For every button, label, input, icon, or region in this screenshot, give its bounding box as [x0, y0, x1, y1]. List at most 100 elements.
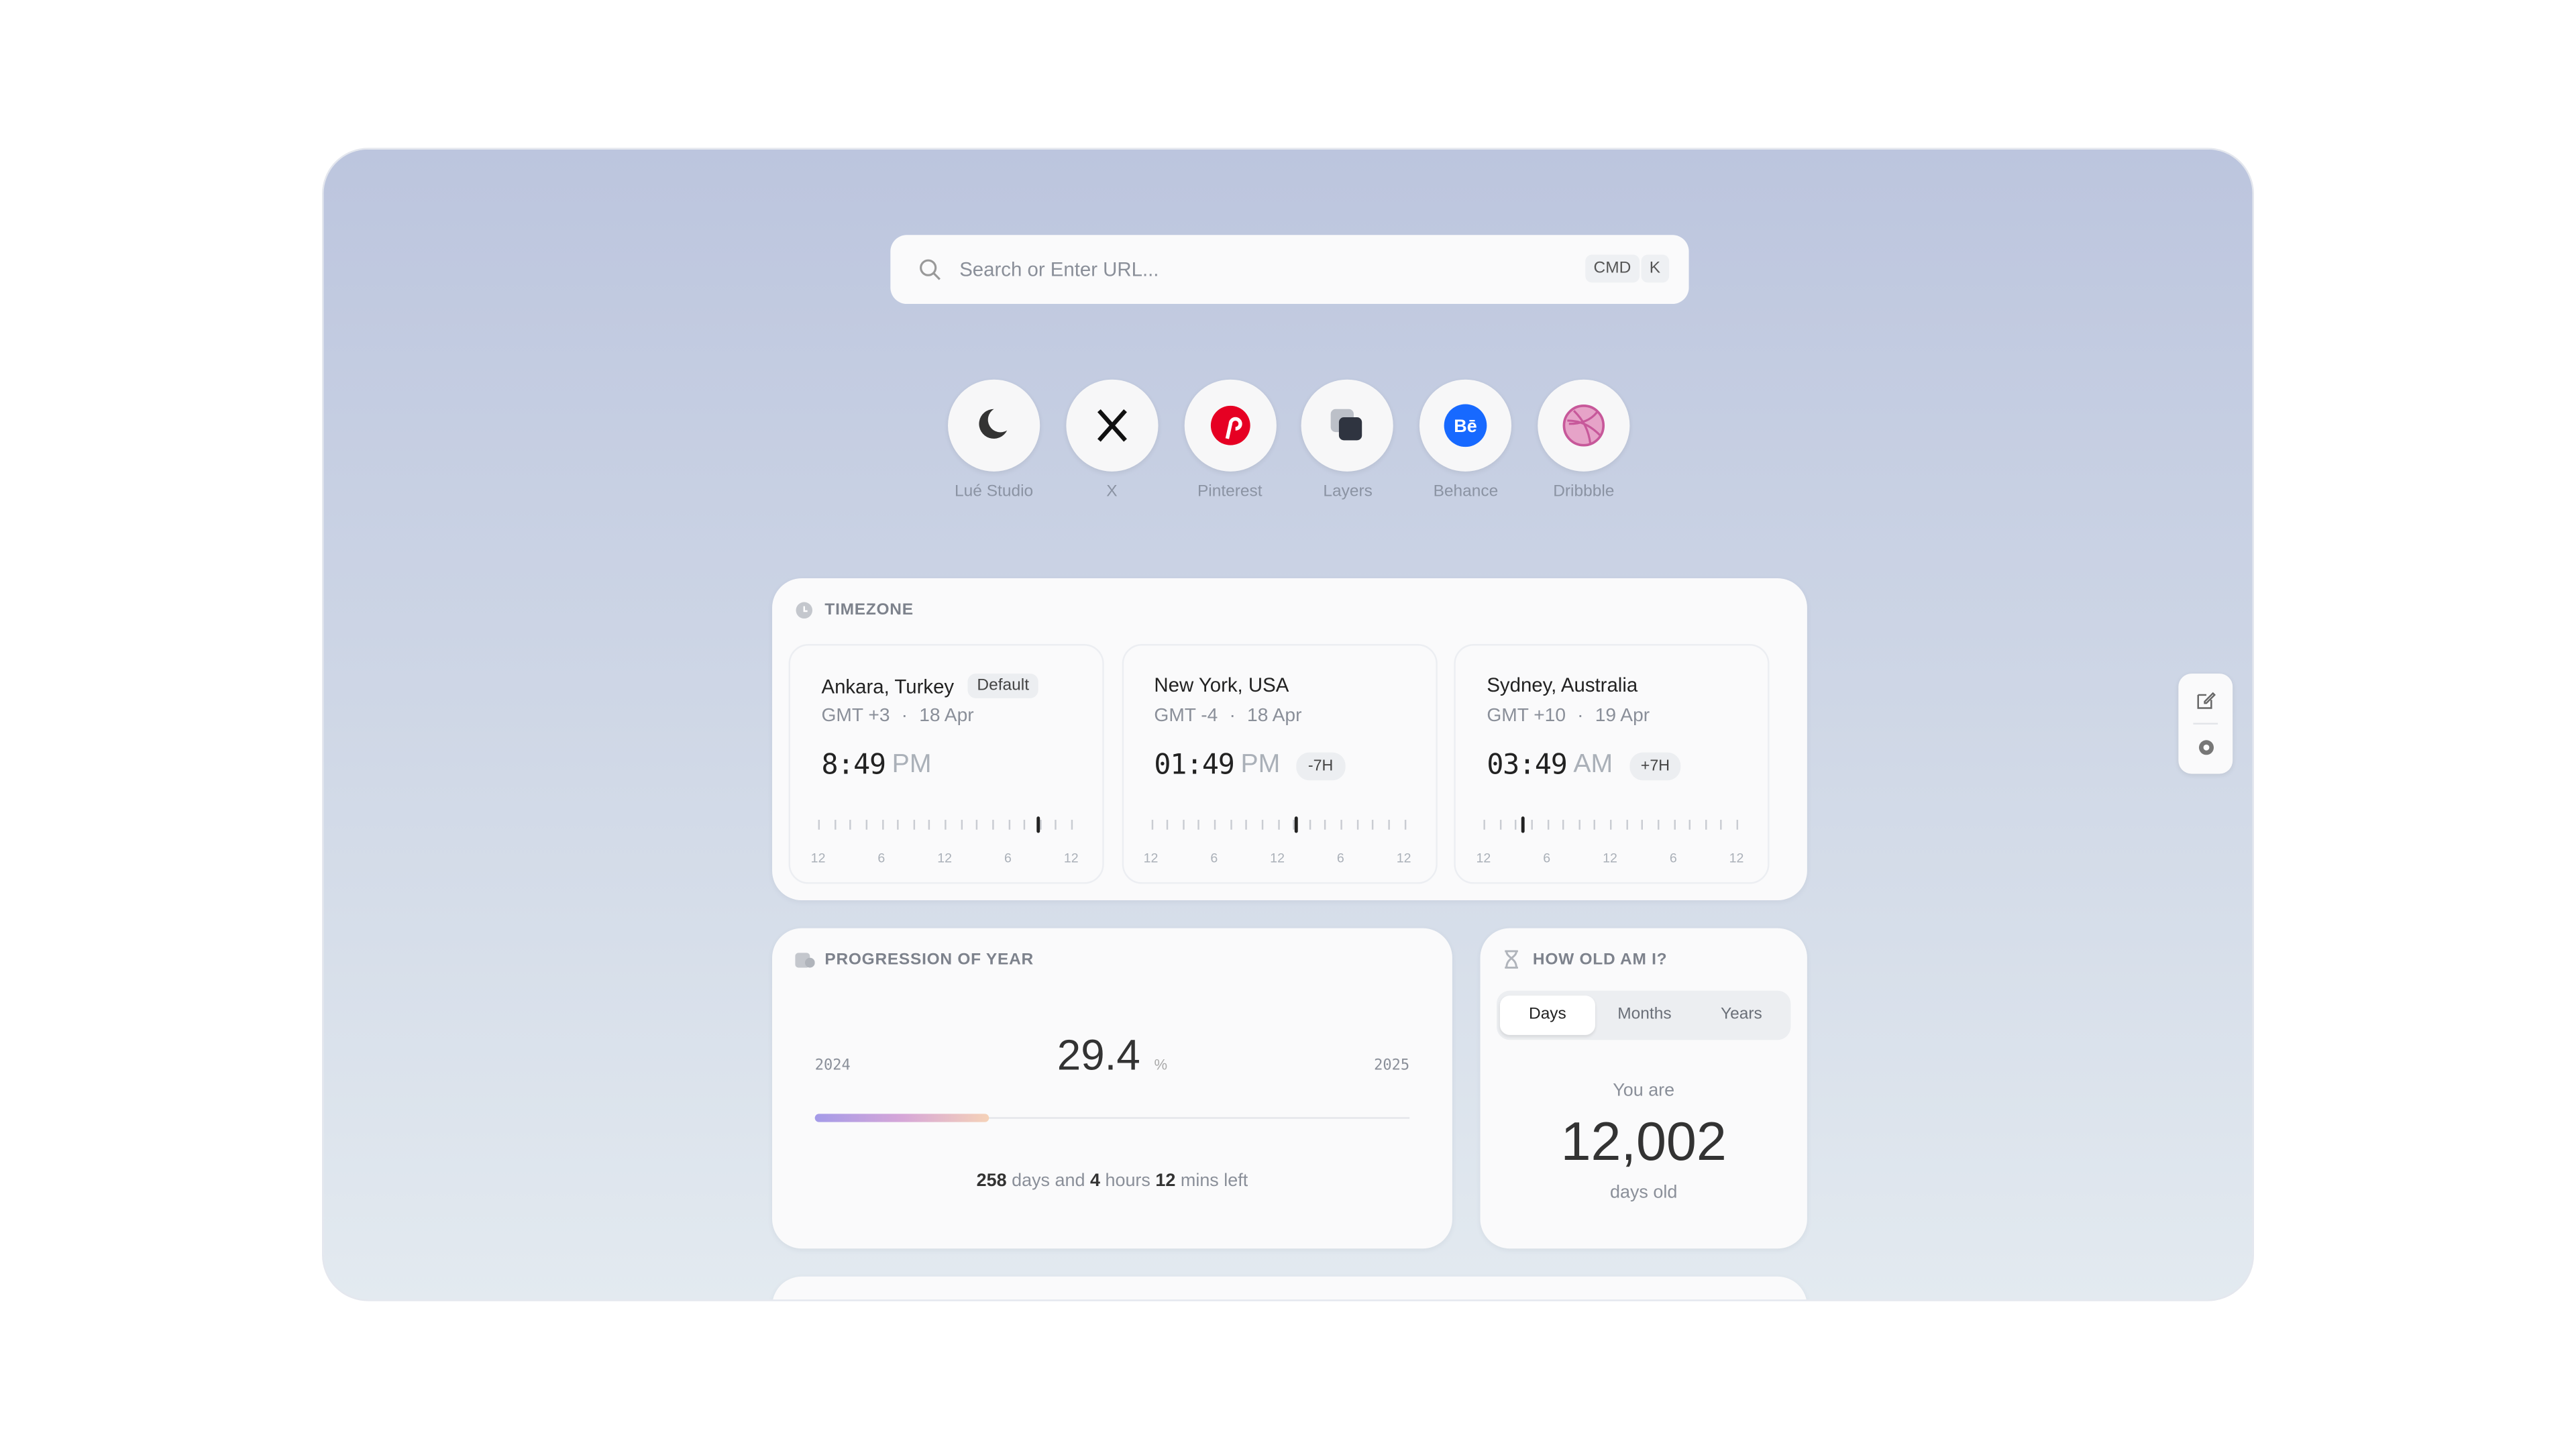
dial-tick — [1736, 820, 1739, 830]
dial-label: 12 — [810, 851, 826, 866]
search-icon — [920, 259, 941, 280]
side-toolbar — [2178, 674, 2233, 774]
time-row: 8:49 PM — [821, 749, 931, 782]
hourglass-icon — [1505, 950, 1518, 969]
shortcut-button[interactable] — [1183, 379, 1276, 472]
search-bar[interactable]: Search or Enter URL... CMD K — [890, 235, 1689, 305]
current-time-marker — [1295, 816, 1299, 833]
age-value: 12,002 — [1560, 1110, 1727, 1172]
dial-tick — [1657, 820, 1660, 830]
shortcut-label: X — [1106, 483, 1118, 501]
shortcut-label: Lué Studio — [955, 483, 1034, 501]
clock-icon — [796, 602, 813, 619]
dial-tick — [991, 820, 994, 830]
shortcut-icon — [1097, 409, 1127, 442]
dial-tick — [1372, 820, 1374, 830]
badge: Default — [967, 674, 1039, 698]
edit-button[interactable] — [2196, 690, 2216, 710]
period: AM — [1573, 751, 1613, 779]
dial-tick — [834, 820, 836, 830]
dial-label: 12 — [1063, 851, 1079, 866]
dial-tick — [1531, 820, 1533, 830]
timezone-card: TIMEZONE Ankara, Turkey Default GMT +3 · 18 … — [772, 578, 1807, 901]
dial-tick — [1499, 820, 1501, 830]
dot: · — [901, 706, 908, 727]
gmt: GMT -4 — [1154, 706, 1218, 727]
dial-tick — [1055, 820, 1057, 830]
dot: · — [1229, 706, 1236, 727]
age-prefix: You are — [1613, 1081, 1675, 1101]
dial-tick — [865, 820, 867, 830]
dial-label: 12 — [937, 851, 953, 866]
progress-value: 29.4 — [1057, 1030, 1140, 1079]
dial-tick — [1309, 820, 1311, 830]
dial-tick — [976, 820, 978, 830]
current-time-marker — [1036, 816, 1040, 833]
shortcut-button[interactable] — [1301, 379, 1394, 472]
dial-tick — [818, 820, 820, 830]
days-left: 258 — [976, 1171, 1007, 1191]
dial-tick — [1562, 820, 1564, 830]
year-start: 2024 — [814, 1058, 851, 1075]
progress-unit: % — [1154, 1056, 1168, 1073]
dial-tick — [1024, 820, 1026, 830]
shortcut-label: Pinterest — [1197, 483, 1263, 501]
date: 18 Apr — [919, 706, 974, 727]
dial-label: 6 — [1543, 851, 1551, 866]
svg-text:Bē: Bē — [1454, 416, 1477, 436]
dial-tick — [1167, 820, 1169, 830]
dial-tick — [1245, 820, 1248, 830]
shortcut-icon — [979, 409, 1008, 439]
progression-card: PROGRESSION OF YEAR 2024 2025 29.4 % 258… — [772, 928, 1452, 1249]
city-card: New York, USA GMT -4 · 18 Apr 01:49 PM -7H 12 6 1… — [1121, 644, 1437, 884]
dial-tick — [1071, 820, 1073, 830]
shortcut-button[interactable] — [948, 379, 1040, 472]
dial-tick — [1182, 820, 1185, 830]
city-row: New York, USA — [1154, 674, 1289, 696]
search-placeholder: Search or Enter URL... — [959, 258, 1159, 281]
browser-panel: Search or Enter URL... CMD K Lué Studio X… — [322, 148, 2255, 1301]
tab[interactable]: Days — [1499, 996, 1595, 1035]
time-row: 03:49 AM +7H — [1487, 749, 1682, 782]
text: mins left — [1180, 1171, 1248, 1191]
shortcut-icon — [1562, 405, 1605, 447]
age-card: HOW OLD AM I? Days Months Years You are 12… — [1480, 928, 1807, 1249]
dial-label: 6 — [877, 851, 885, 866]
dial-tick — [897, 820, 899, 830]
dial-tick — [1483, 820, 1485, 830]
dial-tick — [1214, 820, 1216, 830]
dial-tick — [1388, 820, 1390, 830]
settings-button[interactable] — [2196, 738, 2216, 757]
dial-label: 12 — [1603, 851, 1617, 866]
dial-tick — [1673, 820, 1675, 830]
text: hours — [1105, 1171, 1150, 1191]
divider — [2193, 722, 2218, 725]
progress-track — [814, 1117, 1410, 1119]
dial-label: 12 — [1476, 851, 1491, 866]
shortcut-button[interactable] — [1538, 379, 1630, 472]
dial-tick — [1324, 820, 1327, 830]
mins-left: 12 — [1155, 1171, 1176, 1191]
age-suffix: days old — [1610, 1183, 1678, 1203]
dial-tick — [1261, 820, 1263, 830]
dial-tick — [913, 820, 915, 830]
period: PM — [892, 751, 932, 779]
dial-tick — [1610, 820, 1612, 830]
dial-tick — [849, 820, 852, 830]
dial-tick — [1642, 820, 1644, 830]
period: PM — [1240, 751, 1281, 779]
gmt-row: GMT +3 · 18 Apr — [821, 706, 973, 726]
dial-tick — [1721, 820, 1723, 830]
dial-tick — [1150, 820, 1152, 830]
shortcut-button[interactable]: Bē — [1419, 379, 1512, 472]
dial-tick — [1277, 820, 1279, 830]
shortcut-label: Layers — [1323, 483, 1373, 501]
tab[interactable]: Years — [1721, 1005, 1762, 1024]
tab[interactable]: Months — [1617, 1005, 1672, 1024]
dial-tick — [1625, 820, 1628, 830]
card-title: PROGRESSION OF YEAR — [824, 951, 1034, 969]
time-left: 258 days and 4 hours 12 mins left — [772, 1171, 1452, 1191]
text: days and — [1012, 1171, 1085, 1191]
shortcut-button[interactable] — [1065, 379, 1159, 472]
